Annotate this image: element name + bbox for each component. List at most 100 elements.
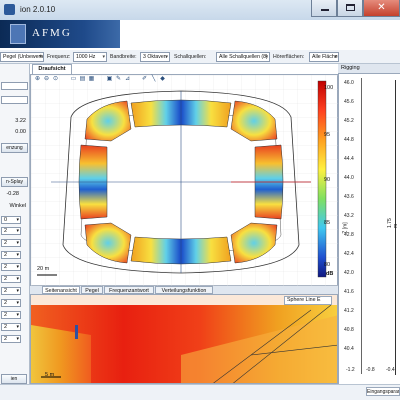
band-label: Bandbreite:: [110, 54, 137, 60]
rigging-tick-45-2: 45.2: [344, 118, 354, 124]
logo-emblem-icon: [10, 24, 26, 44]
row-select-8[interactable]: 2: [1, 299, 21, 307]
left-button-2[interactable]: n-Splay: [1, 177, 28, 187]
stand-profile-2: [233, 304, 332, 383]
rigging-z-label: Z [m]: [342, 222, 349, 234]
left-value-3: -0.28: [6, 191, 19, 197]
left-input-2[interactable]: [1, 96, 28, 104]
source-select[interactable]: Pegel (Unbewerte: [0, 52, 44, 62]
top-view-plot[interactable]: [30, 74, 339, 287]
colorbar-tick-95: 95: [324, 132, 331, 138]
maximize-icon: [346, 4, 355, 11]
stand-corner-sw: [84, 222, 132, 264]
grid-icon[interactable]: ▦: [88, 76, 95, 82]
zoom-fit-icon[interactable]: ⊙: [52, 76, 59, 82]
title-bar: [0, 0, 400, 20]
left-input-1[interactable]: [1, 82, 28, 90]
band-select[interactable]: 3 Oktaven: [140, 52, 170, 62]
row-select-3[interactable]: 2: [1, 239, 21, 247]
app-icon: [4, 4, 15, 15]
maximize-button[interactable]: [337, 0, 363, 17]
top-view-svg: [31, 75, 339, 287]
sources-label: Schallquellen:: [174, 54, 207, 60]
pan-icon[interactable]: ▭: [70, 76, 77, 82]
side-view-top: [31, 295, 337, 305]
scale-label-bottom: 5 m: [45, 372, 55, 378]
speaker-icon[interactable]: ◆: [160, 76, 165, 82]
row-select-9[interactable]: 2: [1, 311, 21, 319]
select-icon[interactable]: ▣: [106, 76, 113, 82]
colorbar-tick-100: 100: [324, 85, 334, 91]
row-select-4[interactable]: 2: [1, 251, 21, 259]
rigging-tick-42-8: 42.8: [344, 232, 354, 238]
rigging-tick-40-8: 40.8: [344, 327, 354, 333]
zoom-out-icon[interactable]: ⊖: [43, 76, 50, 82]
row-select-11[interactable]: 2: [1, 335, 21, 343]
minimize-button[interactable]: [311, 0, 337, 17]
row-select-10[interactable]: 2: [1, 323, 21, 331]
rigging-x-tick-3: -0.4: [386, 367, 395, 373]
row-select-1[interactable]: 0: [1, 216, 21, 224]
row-select-6[interactable]: 2: [1, 275, 21, 283]
rigging-length-label: 1.75 m: [387, 218, 399, 228]
rigging-plot: [338, 74, 400, 384]
side-view-dropdown[interactable]: Sphere Line E: [284, 296, 332, 305]
row-select-5[interactable]: 2: [1, 263, 21, 271]
rigging-tick-41-2: 41.2: [344, 308, 354, 314]
close-icon: ✕: [377, 2, 386, 13]
sources-select[interactable]: Alle Schallquellen (8): [216, 52, 270, 62]
row-select-7[interactable]: 2: [1, 287, 21, 295]
listener-select[interactable]: Alle Flächen (24): [309, 52, 339, 62]
scale-label-top: 20 m: [37, 266, 50, 272]
side-view-plot[interactable]: [30, 294, 338, 384]
left-button-1[interactable]: enzung: [1, 143, 28, 153]
zoom-in-icon[interactable]: ⊕: [34, 76, 41, 82]
colorbar-tick-80: 80: [324, 262, 331, 268]
rigging-axis: [361, 78, 362, 374]
speaker-array: [75, 325, 78, 339]
stand-profile-1: [213, 309, 312, 383]
tab-frequenzantwort[interactable]: Frequenzantwort: [104, 286, 154, 294]
tab-pegel[interactable]: Pegel: [81, 286, 103, 294]
tab-draufsicht[interactable]: Draufsicht: [32, 64, 72, 74]
minimize-icon: [321, 9, 329, 11]
row-select-2[interactable]: 2: [1, 227, 21, 235]
freq-label: Frequenz:: [47, 54, 71, 60]
freq-select[interactable]: 1000 Hz: [73, 52, 107, 62]
draw-icon[interactable]: ✎: [115, 76, 122, 82]
rigging-tick-44-8: 44.8: [344, 137, 354, 143]
rigging-tick-44-4: 44.4: [344, 156, 354, 162]
rigging-tick-45-6: 45.6: [344, 99, 354, 105]
rigging-tick-41-6: 41.6: [344, 289, 354, 295]
rigging-tick-43-2: 43.2: [344, 213, 354, 219]
left-value-1: 3.22: [15, 118, 26, 124]
colorbar: [317, 80, 327, 278]
view-icon[interactable]: ▤: [79, 76, 86, 82]
close-button[interactable]: ✕: [363, 0, 400, 17]
rigging-footer-tab[interactable]: Eingangsparam: [366, 387, 400, 396]
pencil-icon[interactable]: ✐: [141, 76, 148, 82]
rigging-tick-42-4: 42.4: [344, 251, 354, 257]
rigging-tick-43-6: 43.6: [344, 194, 354, 200]
rigging-x-tick-2: -0.8: [366, 367, 375, 373]
colorbar-unit: dB: [326, 271, 334, 277]
line-icon[interactable]: ╲: [151, 76, 156, 82]
measure-icon[interactable]: ⊿: [124, 76, 131, 82]
status-bar: [0, 384, 400, 400]
tab-verteilungsfunktion[interactable]: Verteilungsfunktion: [155, 286, 213, 294]
rigging-tick-40-4: 40.4: [344, 346, 354, 352]
rigging-tick-46: 46.0: [344, 80, 354, 86]
rigging-line: [395, 80, 396, 375]
rigging-tick-42: 42.0: [344, 270, 354, 276]
rigging-header: Rigging: [338, 64, 400, 74]
window-title: ion 2.0.10: [20, 5, 56, 14]
colorbar-tick-85: 85: [324, 220, 331, 226]
listener-label: Hörerflächen:: [273, 54, 305, 60]
left-bottom-button[interactable]: ien: [1, 374, 27, 384]
stadium-outline: [62, 90, 300, 274]
stand-profile-3: [250, 344, 337, 356]
stand-corner-ne: [230, 100, 278, 142]
tab-seitenansicht[interactable]: Seitenansicht: [42, 286, 80, 294]
rigging-x-tick-1: -1.2: [346, 367, 355, 373]
logo-text: AFMG: [32, 27, 72, 39]
